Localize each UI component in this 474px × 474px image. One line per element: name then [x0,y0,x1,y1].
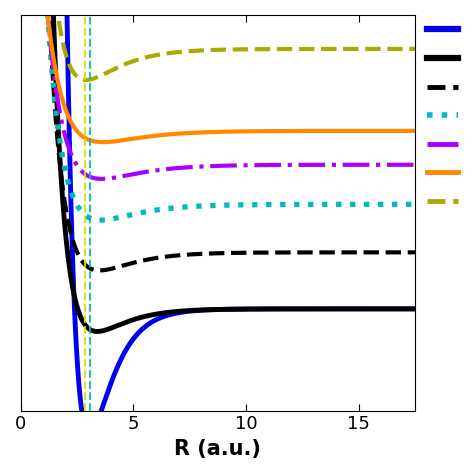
Legend: , , , , , , : , , , , , , [426,22,459,210]
X-axis label: R (a.u.): R (a.u.) [174,439,261,459]
